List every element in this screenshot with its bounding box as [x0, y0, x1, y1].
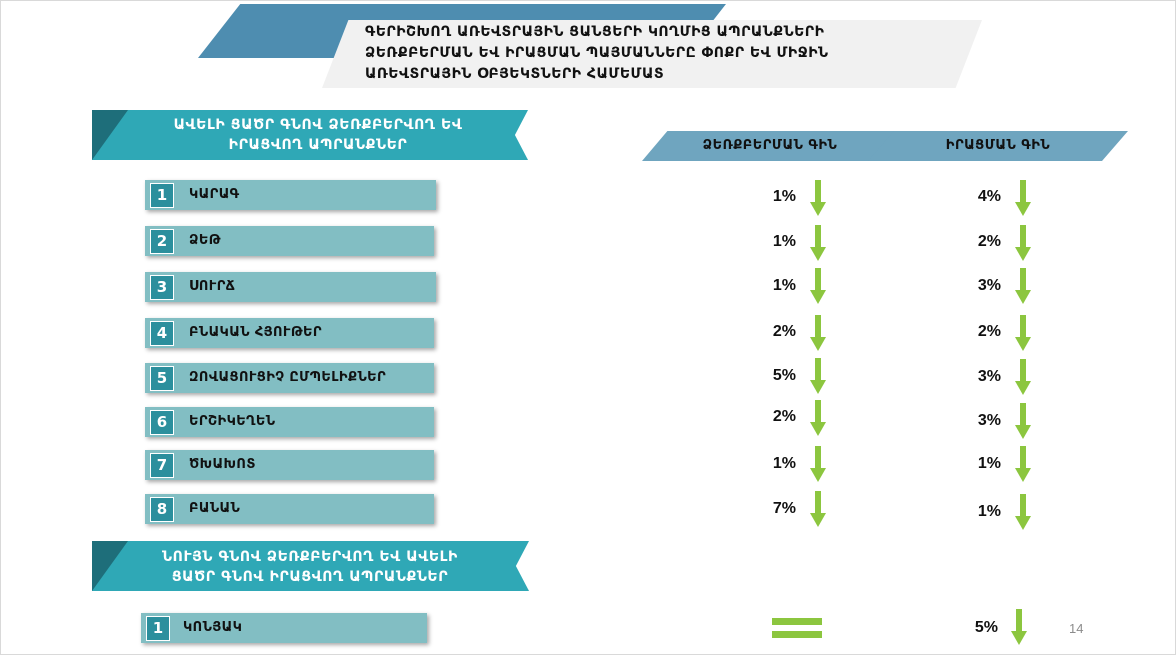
- list-item: 3 ՍՈՒՐՃ: [145, 272, 436, 302]
- section-2-title: ՆՈՒՅՆ ԳՆՈՎ ՁԵՌՔԲԵՐՎՈՂ ԵՎ ԱՎԵԼԻ ՑԱԾՐ ԳՆՈՎ…: [110, 547, 510, 587]
- down-arrow-icon: [1011, 609, 1027, 645]
- slide-title: ԳԵՐԻՇԽՈՂ ԱՌԵՎՏՐԱՅԻՆ ՑԱՆՑԵՐԻ ԿՈՂՄԻՑ ԱՊՐԱՆ…: [365, 22, 935, 85]
- list-item: 6 ԵՐՇԻԿԵՂԵՆ: [145, 407, 434, 437]
- purchase-change: 1%: [772, 277, 796, 294]
- down-arrow-icon: [1015, 225, 1031, 261]
- sale-change: 2%: [977, 323, 1001, 340]
- sale-change: 4%: [977, 188, 1001, 205]
- item-number: 7: [150, 453, 174, 478]
- down-arrow-icon: [1015, 403, 1031, 439]
- down-arrow-icon: [810, 446, 826, 482]
- down-arrow-icon: [1015, 446, 1031, 482]
- purchase-change: 2%: [772, 408, 796, 425]
- list-item: 1 ԿԱՐԱԳ: [145, 180, 436, 210]
- list-item: 2 ՁԵԹ: [145, 226, 434, 256]
- item-number: 1: [146, 616, 170, 641]
- sale-change: 3%: [977, 412, 1001, 429]
- purchase-change: 5%: [772, 367, 796, 384]
- section-2-header: [92, 541, 529, 591]
- column-label-sale: ԻՐԱՑՄԱՆ ԳԻՆ: [945, 138, 1051, 153]
- down-arrow-icon: [810, 268, 826, 304]
- item-number: 4: [150, 321, 174, 346]
- sale-change: 5%: [974, 619, 998, 636]
- item-label: ԵՐՇԻԿԵՂԵՆ: [189, 414, 276, 429]
- sale-change: 1%: [977, 503, 1001, 520]
- down-arrow-icon: [810, 315, 826, 351]
- title-line-1: ԳԵՐԻՇԽՈՂ ԱՌԵՎՏՐԱՅԻՆ ՑԱՆՑԵՐԻ ԿՈՂՄԻՑ ԱՊՐԱՆ…: [365, 24, 825, 40]
- purchase-change: 2%: [772, 323, 796, 340]
- item-number: 5: [150, 366, 174, 391]
- section-1-title: ԱՎԵԼԻ ՑԱԾՐ ԳՆՈՎ ՁԵՌՔԲԵՐՎՈՂ ԵՎ ԻՐԱՑՎՈՂ ԱՊ…: [118, 115, 518, 155]
- title-line-3: ԱՌԵՎՏՐԱՅԻՆ ՕԲՅԵԿՏՆԵՐԻ ՀԱՄԵՄԱՏ: [365, 66, 665, 82]
- section-1-title-line-1: ԱՎԵԼԻ ՑԱԾՐ ԳՆՈՎ ՁԵՌՔԲԵՐՎՈՂ ԵՎ: [173, 117, 463, 133]
- section-2-title-line-1: ՆՈՒՅՆ ԳՆՈՎ ՁԵՌՔԲԵՐՎՈՂ ԵՎ ԱՎԵԼԻ: [162, 549, 458, 565]
- item-label: ՍՈՒՐՃ: [189, 279, 236, 294]
- list-item: 8 ԲԱՆԱՆ: [145, 494, 434, 524]
- equal-sign-icon: [772, 618, 822, 640]
- purchase-change: 7%: [772, 500, 796, 517]
- purchase-change: 1%: [772, 455, 796, 472]
- item-label: ԿՈՆՅԱԿ: [183, 620, 243, 635]
- column-label-purchase: ՁԵՌՔԲԵՐՄԱՆ ԳԻՆ: [702, 138, 838, 153]
- down-arrow-icon: [1015, 359, 1031, 395]
- item-number: 2: [150, 229, 174, 254]
- list-item: 1 ԿՈՆՅԱԿ: [141, 613, 427, 643]
- sale-change: 3%: [977, 277, 1001, 294]
- item-number: 6: [150, 410, 174, 435]
- section-2-title-line-2: ՑԱԾՐ ԳՆՈՎ ԻՐԱՑՎՈՂ ԱՊՐԱՆՔՆԵՐ: [171, 569, 449, 585]
- down-arrow-icon: [810, 400, 826, 436]
- list-item: 4 ԲՆԱԿԱՆ ՀՅՈՒԹԵՐ: [145, 318, 434, 348]
- item-label: ԲՆԱԿԱՆ ՀՅՈՒԹԵՐ: [189, 325, 322, 340]
- down-arrow-icon: [1015, 180, 1031, 216]
- purchase-change: 1%: [772, 188, 796, 205]
- item-label: ԶՈՎԱՑՈՒՑԻՉ ԸՄՊԵԼԻՔՆԵՐ: [189, 370, 387, 385]
- down-arrow-icon: [810, 180, 826, 216]
- list-item: 5 ԶՈՎԱՑՈՒՑԻՉ ԸՄՊԵԼԻՔՆԵՐ: [145, 363, 434, 393]
- down-arrow-icon: [1015, 268, 1031, 304]
- item-number: 3: [150, 275, 174, 300]
- sale-change: 2%: [977, 233, 1001, 250]
- item-label: ՁԵԹ: [189, 233, 221, 248]
- section-1-header: [92, 110, 528, 160]
- section-1-title-line-2: ԻՐԱՑՎՈՂ ԱՊՐԱՆՔՆԵՐ: [228, 137, 408, 153]
- item-number: 8: [150, 497, 174, 522]
- down-arrow-icon: [810, 491, 826, 527]
- purchase-change: 1%: [772, 233, 796, 250]
- down-arrow-icon: [810, 225, 826, 261]
- title-box: [322, 20, 982, 88]
- page-number: 14: [1069, 621, 1084, 636]
- sale-change: 1%: [977, 455, 1001, 472]
- sale-change: 3%: [977, 368, 1001, 385]
- item-label: ԿԱՐԱԳ: [189, 187, 240, 202]
- item-number: 1: [150, 183, 174, 208]
- title-line-2: ՁԵՌՔԲԵՐՄԱՆ ԵՎ ԻՐԱՑՄԱՆ ՊԱՅՄԱՆՆԵՐԸ ՓՈՔՐ ԵՎ…: [365, 45, 829, 61]
- column-header-sale: [868, 131, 1128, 161]
- item-label: ԲԱՆԱՆ: [189, 501, 241, 516]
- list-item: 7 ԾԽԱԽՈՏ: [145, 450, 434, 480]
- down-arrow-icon: [1015, 494, 1031, 530]
- down-arrow-icon: [810, 358, 826, 394]
- item-label: ԾԽԱԽՈՏ: [189, 457, 256, 472]
- down-arrow-icon: [1015, 315, 1031, 351]
- column-header-purchase: [642, 131, 896, 161]
